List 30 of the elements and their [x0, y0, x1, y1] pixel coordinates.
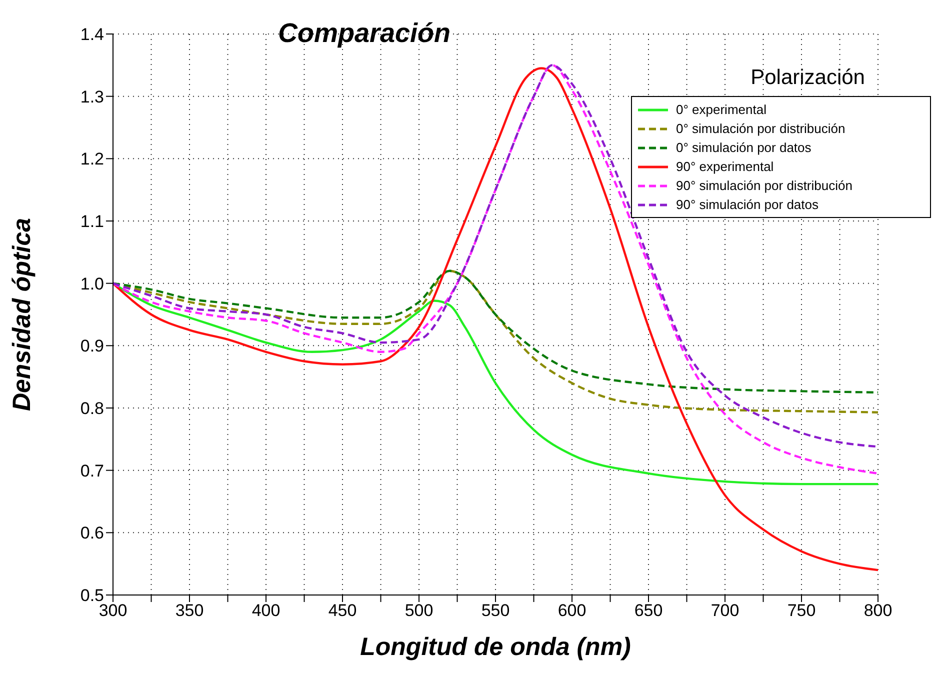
x-tick-label: 350 [175, 601, 204, 620]
x-tick-label: 550 [481, 601, 510, 620]
legend-label: 90° simulación por distribución [676, 177, 852, 195]
legend-label: 90° simulación por datos [676, 196, 818, 214]
y-tick-label: 1.1 [80, 212, 104, 232]
y-tick-label: 1.0 [80, 274, 104, 294]
x-tick-label: 400 [252, 601, 280, 620]
x-axis-title: Longitud de onda (nm) [360, 633, 631, 661]
y-tick-label: 0.8 [80, 399, 104, 418]
x-tick-label: 500 [404, 601, 434, 620]
y-tick-label: 0.9 [80, 336, 104, 356]
y-tick-label: 0.7 [80, 461, 104, 480]
line-series [113, 67, 878, 572]
y-tick-label: 1.4 [80, 25, 104, 44]
x-tick-label: 700 [710, 601, 740, 620]
y-tick-label: 1.2 [80, 150, 104, 169]
y-tick-label: 0.6 [80, 524, 104, 543]
x-tick-label: 450 [328, 601, 357, 620]
x-tick-label: 750 [787, 601, 816, 620]
x-tick-label: 650 [634, 601, 663, 620]
legend-label: 0° experimental [676, 101, 766, 119]
x-tick-label: 800 [864, 601, 892, 620]
chart-title: Comparación [278, 18, 451, 49]
y-tick-label: 1.3 [80, 87, 104, 106]
legend-label: 90° experimental [676, 158, 774, 176]
legend-title: Polarización [750, 66, 865, 90]
x-tick-label: 600 [558, 601, 586, 620]
legend-label: 0° simulación por datos [676, 139, 812, 157]
legend-label: 0° simulación por distribución [676, 120, 846, 138]
y-axis-title: Densidad óptica [8, 218, 36, 412]
